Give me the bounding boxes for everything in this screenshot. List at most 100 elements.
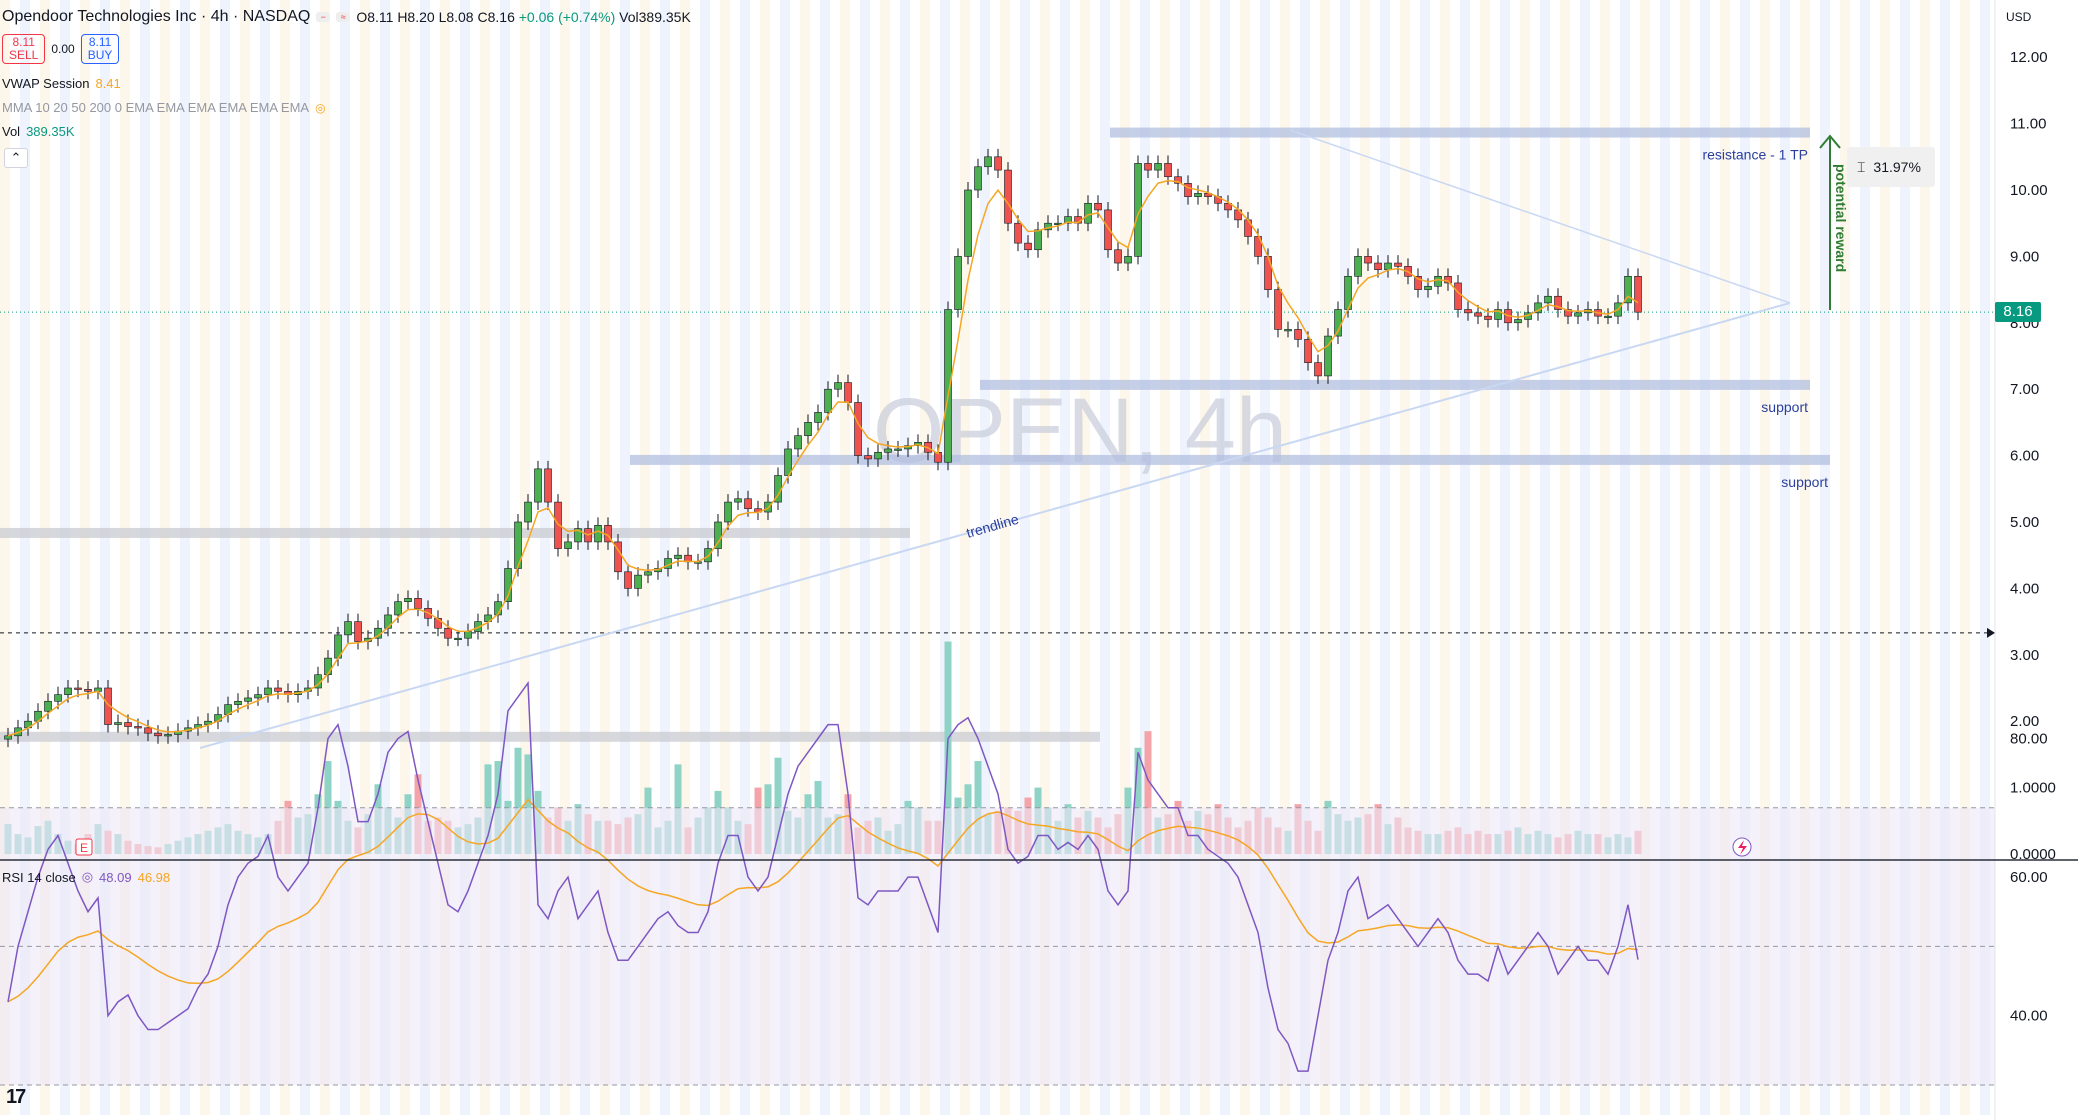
session-stripe: [760, 0, 770, 1115]
approx-icon[interactable]: ≈: [336, 12, 351, 22]
candle-body: [1034, 229, 1042, 251]
price-tick-label: 7.00: [2010, 381, 2039, 398]
rsi-value: 48.09: [99, 869, 132, 885]
rsi-legend[interactable]: RSI 14 close: [2, 869, 76, 885]
candle-body: [1294, 329, 1302, 340]
candle-body: [844, 382, 852, 403]
session-stripe: [640, 0, 650, 1115]
session-stripe: [1820, 0, 1830, 1115]
candle-body: [974, 166, 982, 191]
session-stripe: [720, 0, 730, 1115]
session-stripe: [1500, 0, 1510, 1115]
low-value: L8.08: [438, 9, 474, 25]
volume-bar: [974, 761, 982, 854]
session-stripe: [240, 0, 250, 1115]
session-stripe: [1140, 0, 1150, 1115]
rsi-tick-label: 40.00: [2010, 1008, 2048, 1025]
open-value: O8.11: [356, 9, 394, 25]
rsi-band: [0, 807, 1995, 1085]
candle-body: [884, 448, 892, 453]
price-tick-label: 3.00: [2010, 647, 2039, 664]
candle-body: [524, 501, 532, 523]
candle-body: [1444, 276, 1452, 284]
candle-body: [734, 498, 742, 503]
candle-body: [1364, 256, 1372, 264]
candle-body: [1174, 176, 1182, 184]
session-stripe: [120, 0, 130, 1115]
candle-body: [1184, 183, 1192, 197]
session-stripe: [920, 0, 930, 1115]
session-stripe: [460, 0, 470, 1115]
buy-button[interactable]: 8.11 BUY: [80, 34, 120, 64]
candle-body: [804, 422, 812, 436]
session-stripe: [60, 0, 70, 1115]
candle-body: [254, 694, 262, 699]
volume-bar: [514, 747, 522, 854]
session-stripe: [1300, 0, 1310, 1115]
candle-body: [84, 689, 92, 692]
session-stripe: [1880, 0, 1890, 1115]
candle-body: [534, 468, 542, 503]
eye-off-icon[interactable]: ◎: [315, 100, 326, 115]
session-stripe: [900, 0, 910, 1115]
price-tick-label: 6.00: [2010, 448, 2039, 465]
session-stripe: [820, 0, 830, 1115]
candle-body: [674, 554, 682, 559]
symbol-title[interactable]: Opendoor Technologies Inc · 4h · NASDAQ: [2, 8, 311, 25]
high-value: H8.20: [397, 9, 435, 25]
measure-icon: ⌶: [1857, 159, 1866, 175]
visibility-toggle-icon[interactable]: −: [316, 12, 331, 22]
candle-body: [124, 722, 132, 727]
trendline-label: trendline: [964, 511, 1020, 541]
candle-body: [1424, 285, 1432, 290]
session-stripe: [780, 0, 790, 1115]
level-arrow-icon: [1987, 627, 1995, 638]
session-stripe: [1320, 0, 1330, 1115]
candle-body: [1634, 276, 1642, 313]
chevron-up-icon[interactable]: ⌃: [4, 148, 28, 168]
candle-body: [264, 687, 272, 695]
sell-button[interactable]: 8.11 SELL: [2, 34, 46, 64]
session-stripe: [560, 0, 570, 1115]
currency-label[interactable]: USD: [2006, 10, 2032, 24]
session-stripe: [1640, 0, 1650, 1115]
tradingview-logo[interactable]: 17: [6, 1086, 26, 1108]
session-stripe: [80, 0, 90, 1115]
zone-level: [1110, 127, 1810, 138]
candle-body: [1434, 276, 1442, 287]
session-stripe: [360, 0, 370, 1115]
session-stripe: [1240, 0, 1250, 1115]
candle-body: [454, 637, 462, 641]
candle-body: [1414, 276, 1422, 290]
session-stripe: [520, 0, 530, 1115]
session-stripe: [1580, 0, 1590, 1115]
candles: [4, 148, 1642, 748]
candle-body: [1104, 209, 1112, 251]
settings-ring-icon[interactable]: ◎: [81, 869, 94, 884]
candle-body: [1084, 202, 1092, 224]
zone-level: [0, 731, 1100, 742]
candle-body: [914, 442, 922, 446]
vol-value: 389.35K: [26, 124, 75, 139]
vwap-line: [7, 179, 1639, 737]
candle-body: [1264, 256, 1272, 290]
session-stripe: [1060, 0, 1070, 1115]
session-stripe: [180, 0, 190, 1115]
vol-legend[interactable]: Vol: [2, 124, 21, 139]
session-stripe: [1780, 0, 1790, 1115]
candle-body: [834, 382, 842, 390]
candle-body: [144, 727, 152, 734]
session-stripe: [740, 0, 750, 1115]
ma-legend[interactable]: MMA 10 20 50 200 0 EMA EMA EMA EMA EMA E…: [2, 100, 310, 115]
candle-body: [624, 571, 632, 589]
session-stripe: [840, 0, 850, 1115]
candle-body: [1474, 312, 1482, 317]
candle-body: [864, 455, 872, 460]
candle-body: [1024, 242, 1032, 251]
earnings-marker: [75, 838, 93, 856]
candle-body: [1604, 315, 1612, 318]
vwap-legend[interactable]: VWAP Session: [2, 76, 90, 91]
session-stripe: [860, 0, 870, 1115]
